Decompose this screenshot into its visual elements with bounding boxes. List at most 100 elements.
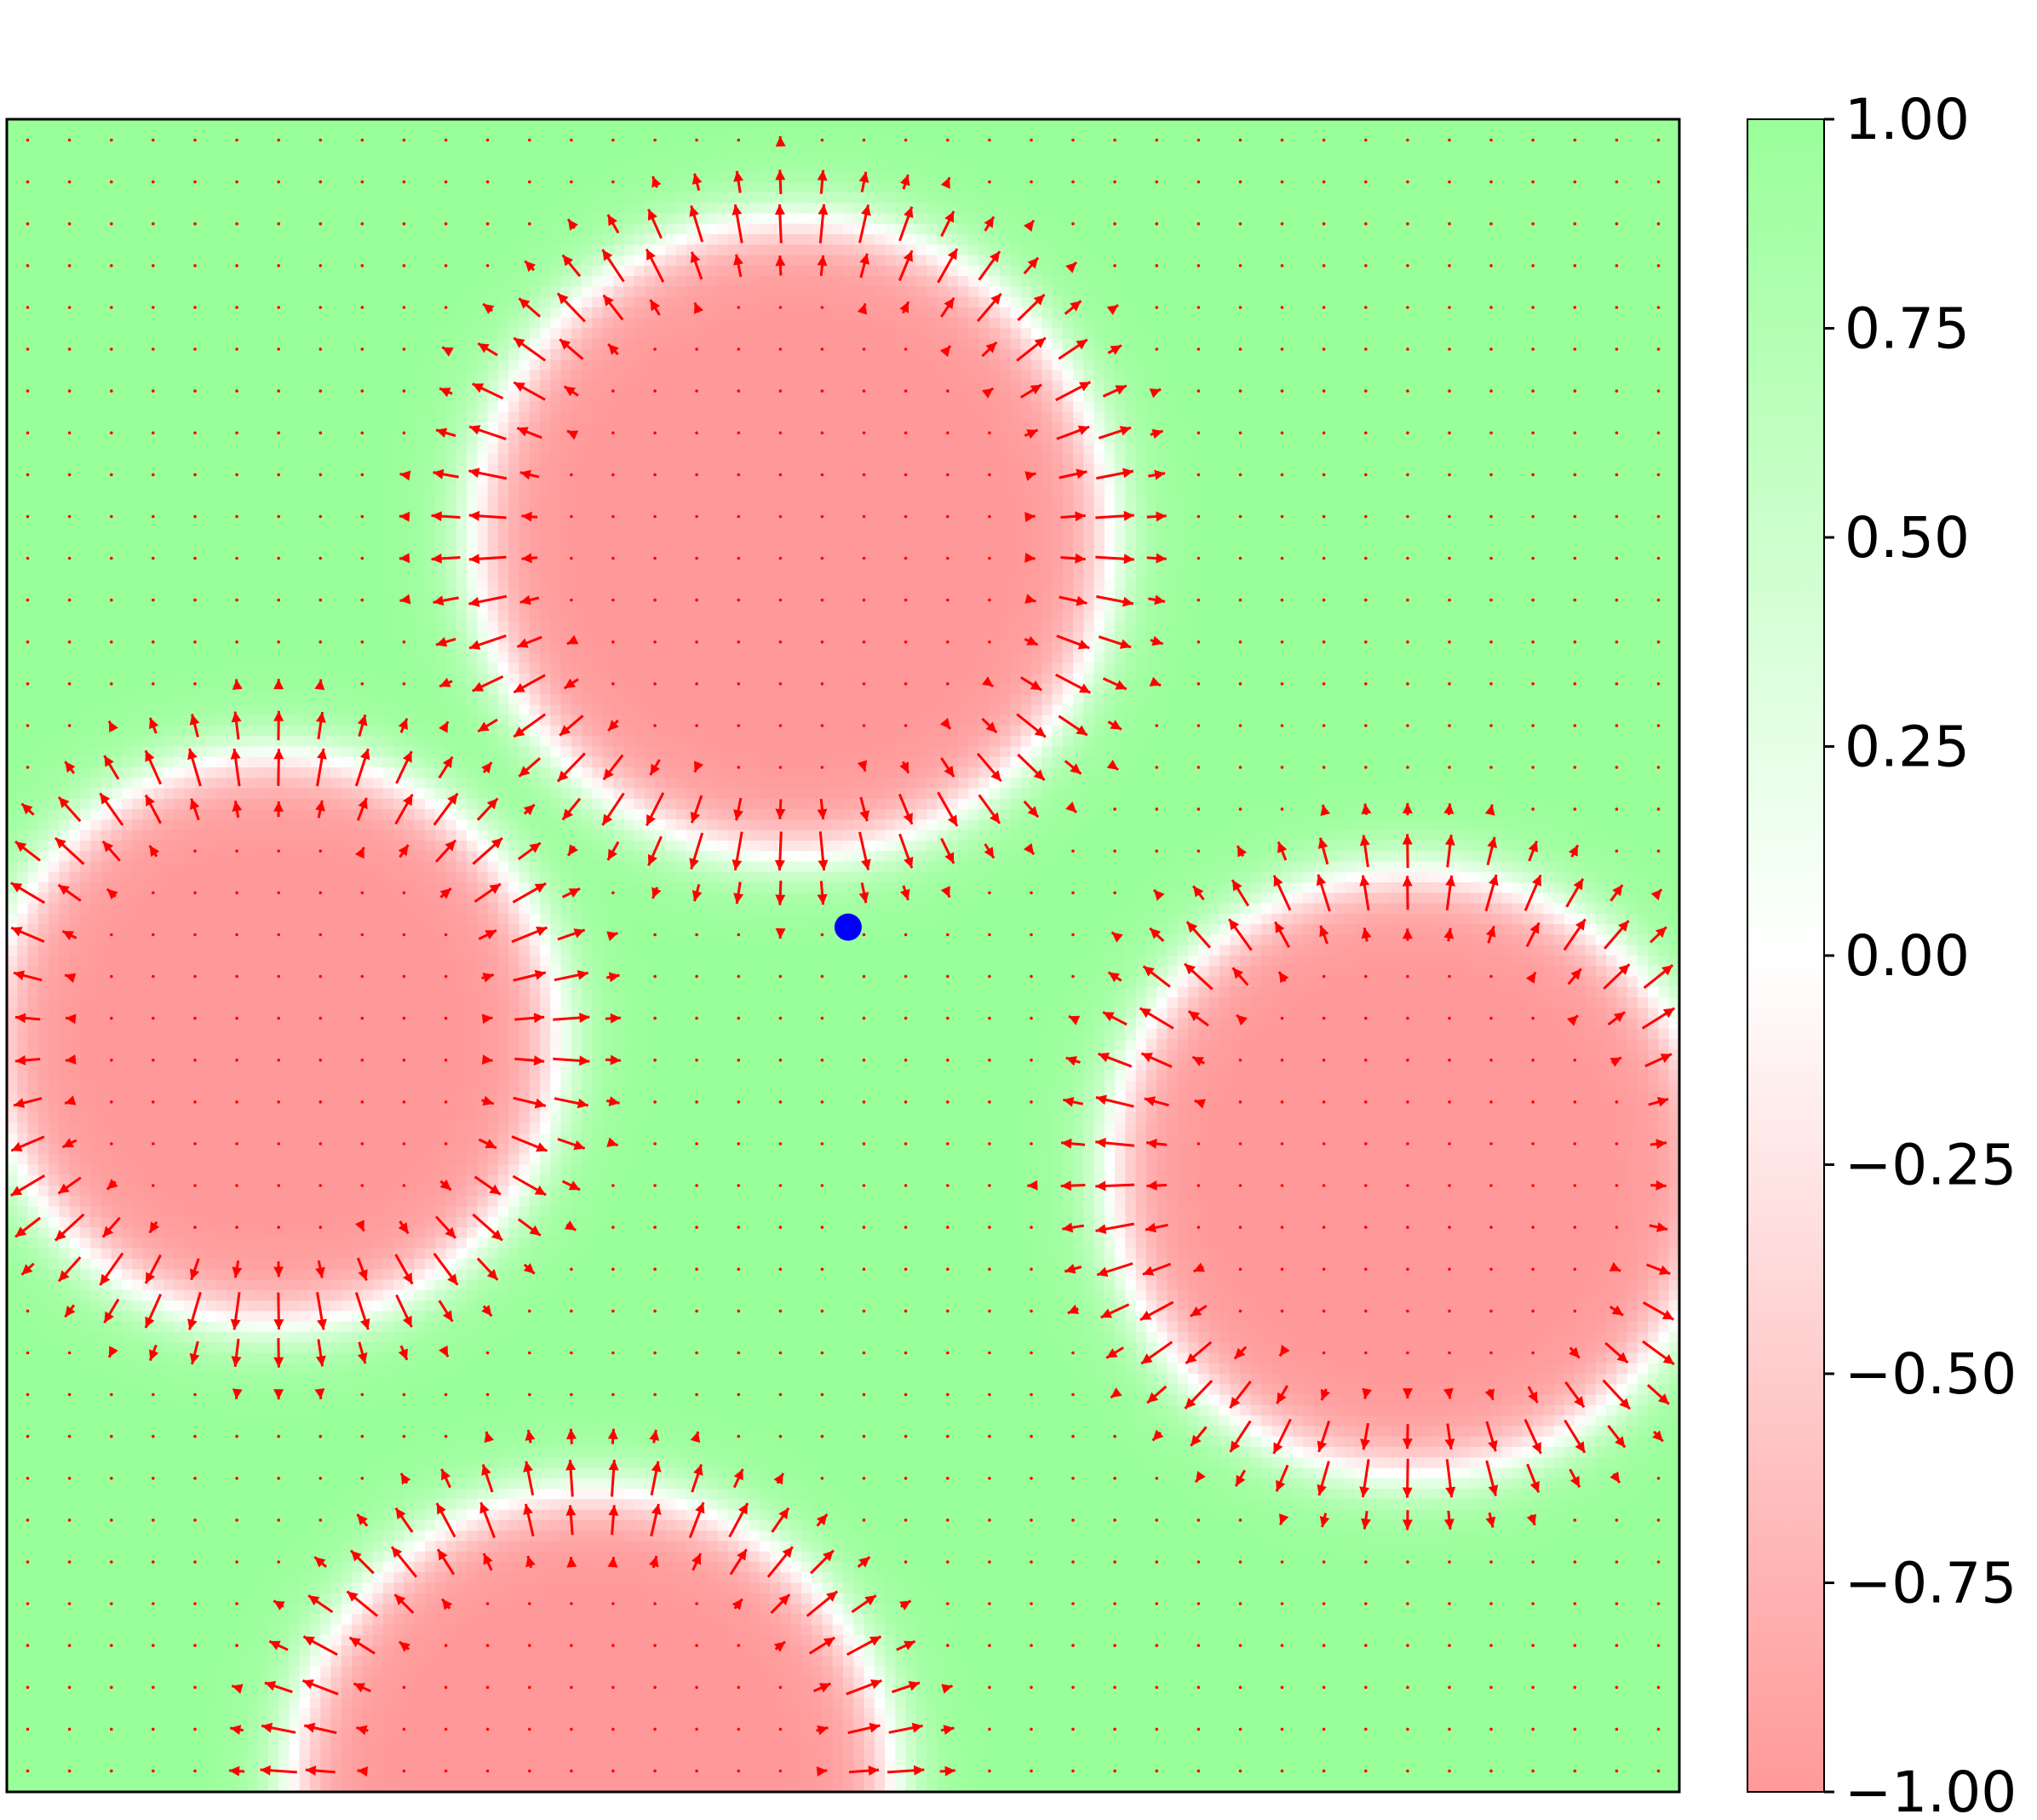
heatmap-cell [1418,809,1430,821]
heatmap-cell [404,652,416,663]
heatmap-cell [749,411,760,423]
heatmap-cell [812,746,823,758]
heatmap-cell [812,244,823,256]
heatmap-cell [989,663,1001,675]
heatmap-cell [727,579,739,590]
heatmap-cell [864,652,875,663]
heatmap-cell [864,788,875,800]
heatmap-cell [623,318,635,330]
heatmap-cell [487,506,499,518]
heatmap-cell [749,203,760,215]
heatmap-cell [299,746,311,758]
heatmap-cell [1125,516,1137,528]
heatmap-cell [874,694,886,706]
heatmap-cell [623,296,635,308]
heatmap-cell [582,809,594,821]
heatmap-cell [655,203,666,215]
heatmap-cell [602,328,614,340]
heatmap-cell [800,265,812,277]
heatmap-cell [540,652,551,663]
heatmap-cell [1020,788,1032,800]
heatmap-cell [812,318,823,330]
heatmap-cell [937,380,949,392]
heatmap-cell [456,694,468,706]
heatmap-cell [508,433,520,445]
heatmap-cell [623,307,635,319]
heatmap-cell [727,150,739,162]
heatmap-cell [623,171,635,183]
heatmap-cell [174,736,186,748]
heatmap-cell [697,255,709,267]
heatmap-cell [937,171,949,183]
heatmap-cell [686,683,697,695]
heatmap-cell [1083,663,1095,675]
heatmap-cell [978,485,990,497]
heatmap-cell [560,694,572,706]
heatmap-cell [790,558,802,570]
heatmap-cell [289,704,301,716]
heatmap-cell [895,694,907,706]
heatmap-cell [330,683,342,695]
heatmap-cell [697,537,709,548]
heatmap-cell [456,453,468,465]
heatmap-cell [1073,673,1084,685]
heatmap-cell [602,641,614,653]
heatmap-cell [132,725,144,737]
heatmap-cell [812,495,823,507]
heatmap-cell [864,704,875,716]
heatmap-cell [832,433,844,445]
heatmap-cell [1052,495,1064,507]
heatmap-cell [1104,610,1116,622]
heatmap-cell [487,767,499,778]
heatmap-cell [435,526,447,538]
heatmap-cell [215,746,227,758]
heatmap-cell [812,600,823,611]
heatmap-cell [1083,694,1095,706]
heatmap-cell [592,443,604,455]
heatmap-cell [780,234,792,245]
heatmap-cell [800,380,812,392]
heatmap-cell [1000,652,1012,663]
heatmap-cell [738,558,750,570]
heatmap-cell [582,819,594,831]
heatmap-cell [697,213,709,225]
heatmap-cell [592,568,604,580]
heatmap-cell [665,349,677,360]
heatmap-cell [634,725,646,737]
heatmap-cell [1062,725,1074,737]
heatmap-cell [372,788,384,800]
heatmap-cell [905,349,917,360]
heatmap-cell [717,443,729,455]
heatmap-cell [571,286,582,298]
heatmap-cell [1125,370,1137,382]
heatmap-cell [937,213,949,225]
heatmap-cell [1115,736,1127,748]
heatmap-cell [697,516,709,528]
heatmap-cell [571,276,582,288]
heatmap-cell [759,798,771,810]
heatmap-cell [497,579,509,590]
heatmap-cell [540,443,551,455]
heatmap-cell [445,328,457,340]
heatmap-cell [832,819,844,831]
heatmap-cell [17,778,29,789]
heatmap-cell [550,715,562,726]
heatmap-cell [435,370,447,382]
heatmap-cell [1073,286,1084,298]
heatmap-cell [497,610,509,622]
heatmap-cell [508,819,520,831]
heatmap-cell [1323,788,1335,800]
heatmap-cell [947,318,959,330]
heatmap-cell [644,443,656,455]
heatmap-cell [780,746,792,758]
heatmap-cell [592,391,604,403]
heatmap-cell [257,736,269,748]
heatmap-cell [414,401,426,413]
heatmap-cell [1156,443,1168,455]
heatmap-cell [780,663,792,675]
heatmap-cell [1041,234,1053,245]
heatmap-cell [727,359,739,371]
heatmap-cell [655,610,666,622]
heatmap-cell [968,767,980,778]
heatmap-cell [1125,349,1137,360]
